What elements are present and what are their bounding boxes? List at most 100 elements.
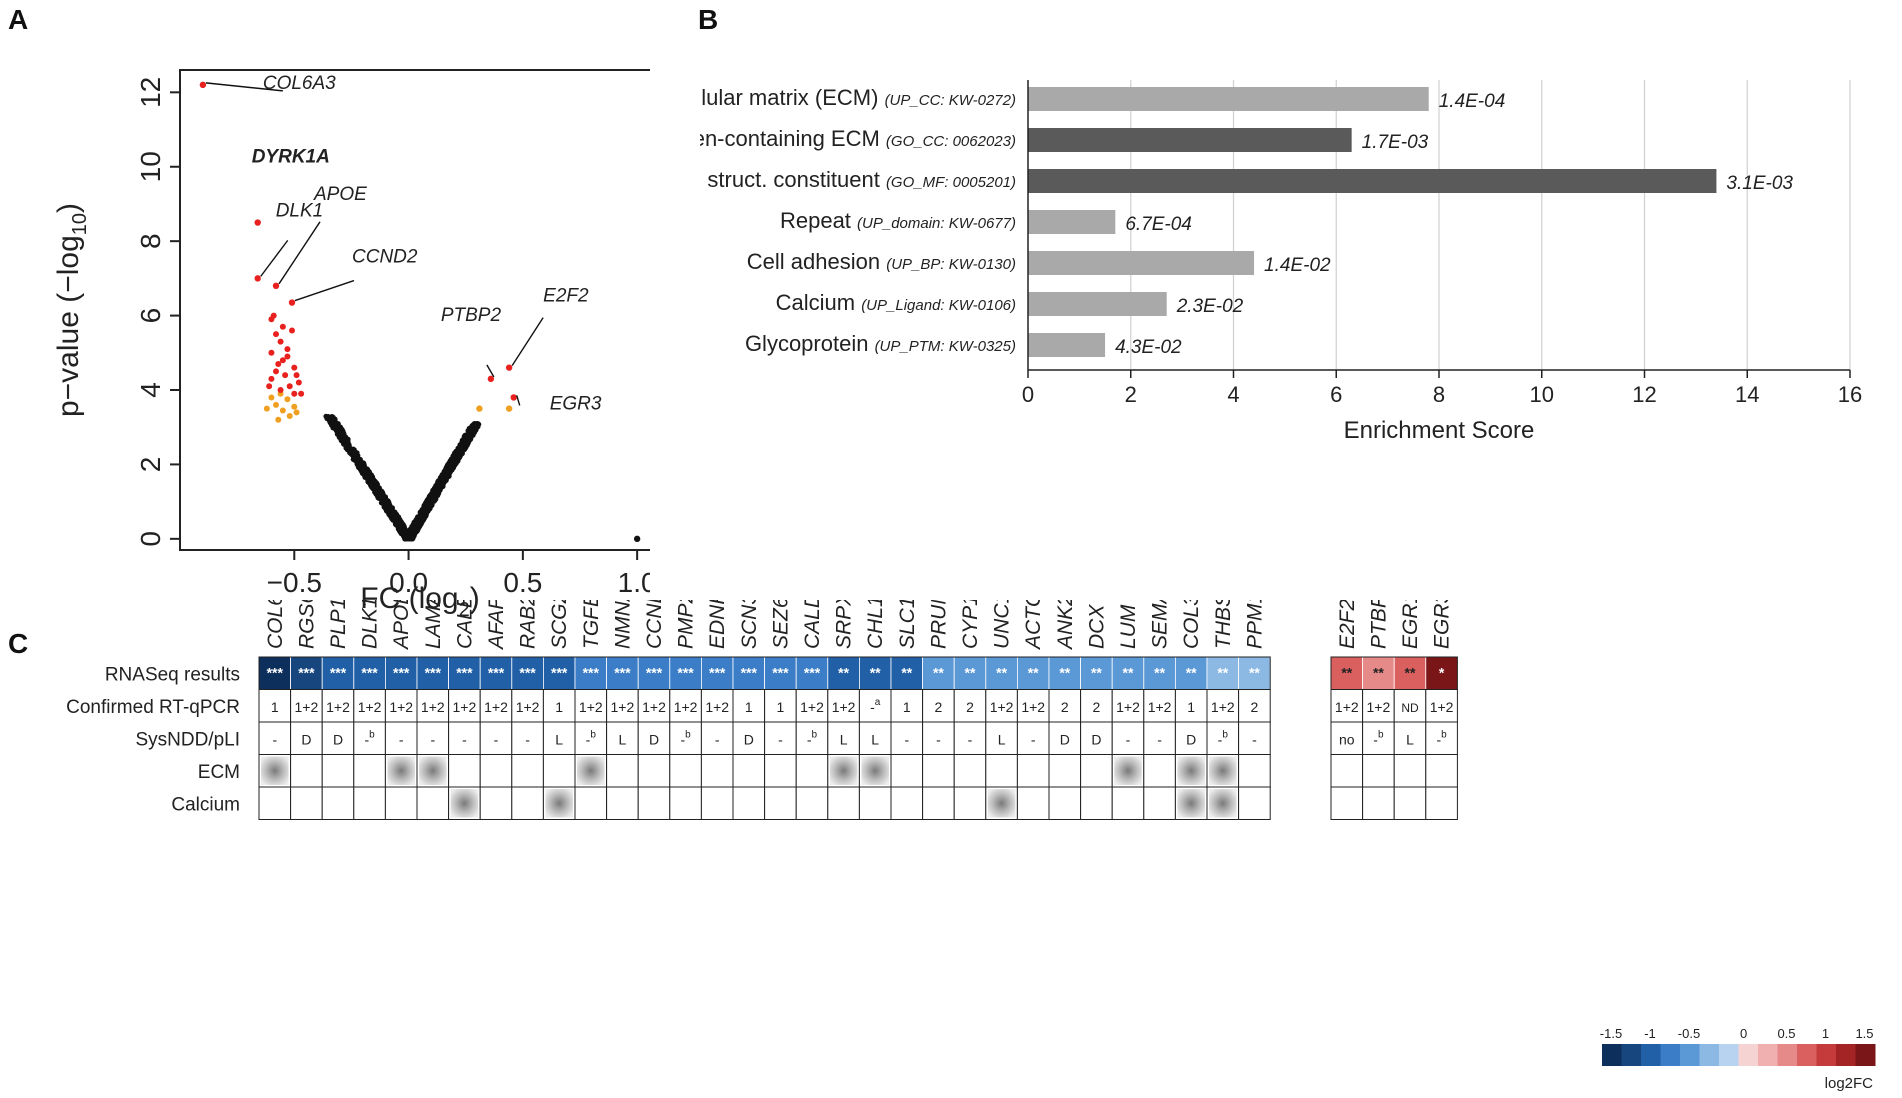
qpcr-value: 1+2 xyxy=(1148,699,1172,715)
legend-tick-label: 0 xyxy=(1740,1026,1747,1041)
sysndd-value: no xyxy=(1339,731,1355,747)
scatter-point-red xyxy=(279,357,286,364)
bar-category-label: Glycoprotein (UP_PTM: KW-0325) xyxy=(745,331,1016,356)
qpcr-value: 1 xyxy=(555,699,563,715)
legend-swatch xyxy=(1660,1044,1681,1066)
table-cell xyxy=(1425,721,1458,755)
gene-name-egr3: EGR3 xyxy=(1431,600,1454,649)
gene-name-col3a1: COL3A1 xyxy=(1180,600,1203,649)
table-cell xyxy=(795,721,829,755)
x-tick-label: 16 xyxy=(1838,382,1862,407)
table-cell xyxy=(953,786,987,820)
significance-mark: *** xyxy=(393,664,410,680)
table-cell xyxy=(542,721,576,755)
table-cell xyxy=(511,754,544,788)
gene-name-sez6l2: SEZ6L2 xyxy=(769,600,792,649)
scatter-point xyxy=(447,466,454,472)
bar-category-label: Cell adhesion (UP_BP: KW-0130) xyxy=(747,249,1016,274)
table-cell xyxy=(922,754,955,788)
table-cell xyxy=(700,786,734,820)
qpcr-value: 2 xyxy=(1061,699,1069,715)
category-mark-ecm xyxy=(829,756,858,785)
qpcr-value: 2 xyxy=(1093,699,1101,715)
scatter-point-red xyxy=(289,327,295,334)
sysndd-value: -b xyxy=(1436,729,1447,747)
category-mark-ecm xyxy=(1177,756,1205,785)
qpcr-value: 1+2 xyxy=(1211,699,1235,715)
gene-name-sema3c: SEMA3C xyxy=(1149,600,1172,649)
rnaseq-cell xyxy=(1143,656,1176,690)
table-cell xyxy=(384,689,418,723)
rnaseq-cell xyxy=(606,656,639,690)
y-tick-label: 0 xyxy=(135,531,166,547)
scatter-point-red xyxy=(275,360,282,367)
table-cell xyxy=(1393,754,1427,788)
qpcr-value: 1+2 xyxy=(1430,699,1454,715)
table-cell xyxy=(953,689,987,723)
qpcr-value: 1+2 xyxy=(800,699,824,715)
significance-mark: ** xyxy=(1091,664,1102,680)
table-cell xyxy=(574,721,608,755)
significance-mark: *** xyxy=(709,664,726,680)
table-cell xyxy=(1048,721,1082,755)
gene-name-cyp1b1: CYP1B1 xyxy=(959,600,982,649)
row-label: RNASeq results xyxy=(105,664,240,685)
table-cell xyxy=(1362,786,1395,820)
significance-mark: *** xyxy=(267,664,284,680)
x-axis-title: Enrichment Score xyxy=(1344,417,1535,444)
table-cell xyxy=(700,754,734,788)
panel-letter-a: A xyxy=(8,4,29,35)
scatter-point-red xyxy=(298,390,305,397)
table-cell xyxy=(1143,689,1176,723)
significance-mark: ** xyxy=(1249,664,1260,680)
significance-mark: *** xyxy=(772,664,789,680)
significance-mark: ** xyxy=(996,664,1007,680)
category-mark-ecm xyxy=(419,756,447,785)
x-tick-label: 1.0 xyxy=(618,567,650,598)
gene-label-ptbp2: PTBP2 xyxy=(441,305,502,326)
scatter-point xyxy=(378,492,384,499)
scatter-point xyxy=(368,472,374,478)
category-mark-calcium xyxy=(545,789,573,818)
table-cell xyxy=(985,754,1018,788)
table-cell xyxy=(1016,721,1050,755)
qpcr-value: 1 xyxy=(777,699,785,715)
scatter-point xyxy=(382,497,388,503)
table-cell xyxy=(1238,754,1271,788)
rnaseq-row-frame xyxy=(258,656,1271,690)
bar-category-label: Calcium (UP_Ligand: KW-0106) xyxy=(776,290,1016,315)
row-label: Calcium xyxy=(171,794,240,815)
scatter-point-red xyxy=(286,383,293,390)
highlighted-point xyxy=(633,535,641,543)
scatter-point-red xyxy=(268,375,275,382)
significance-mark: *** xyxy=(298,664,315,680)
x-axis-label: FC (log2) xyxy=(360,582,479,620)
sysndd-value: L xyxy=(998,731,1006,747)
table-cell xyxy=(890,786,924,820)
table-cell xyxy=(1362,754,1395,788)
rnaseq-cell xyxy=(953,656,987,690)
gene-name-rab27b: RAB27B xyxy=(517,600,540,649)
scatter-point xyxy=(397,524,403,531)
table-cell xyxy=(764,754,797,788)
significance-mark: *** xyxy=(488,664,505,680)
table-cell xyxy=(637,786,671,820)
legend-swatch xyxy=(1621,1044,1642,1066)
table-cell xyxy=(1330,786,1364,820)
table-cell xyxy=(700,721,734,755)
significance-mark: ** xyxy=(901,664,912,680)
significance-mark: * xyxy=(1439,664,1445,680)
qpcr-value: 1+2 xyxy=(1335,699,1359,715)
table-cell xyxy=(1080,754,1113,788)
scatter-point xyxy=(456,454,462,460)
legend-swatch xyxy=(1797,1044,1817,1066)
qpcr-value: 2 xyxy=(1251,699,1259,715)
rnaseq-cell xyxy=(732,656,766,690)
table-cell xyxy=(258,786,292,820)
sysndd-value: -b xyxy=(586,729,597,747)
y-axis-label: p−value (−log10) xyxy=(52,203,91,417)
table-cell xyxy=(416,786,450,820)
rnaseq-cell xyxy=(1238,656,1271,690)
table-cell xyxy=(1111,786,1145,820)
x-tick-label: 12 xyxy=(1632,382,1656,407)
